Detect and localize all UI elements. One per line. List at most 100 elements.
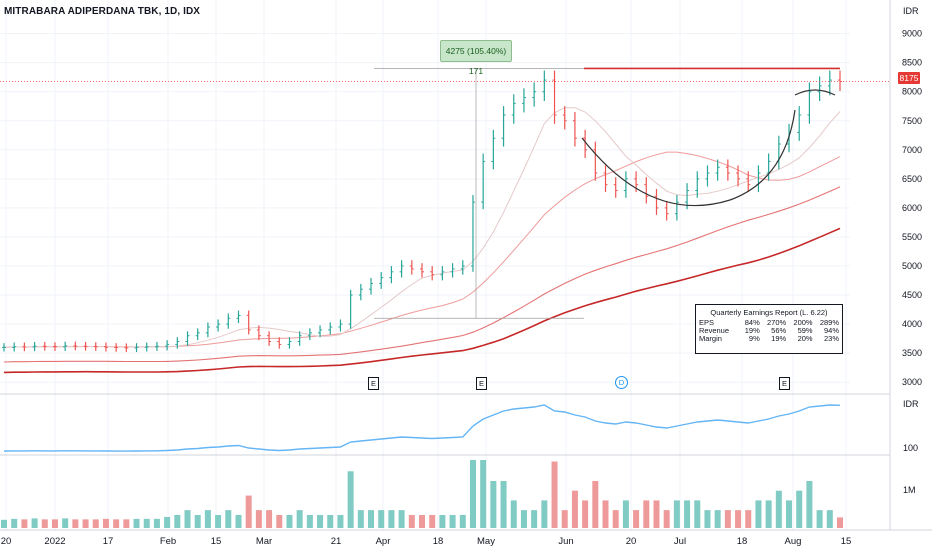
price-tick-label: 7500 (902, 116, 922, 126)
time-tick-label: 15 (841, 536, 852, 547)
volume-bar (347, 471, 354, 528)
volume-bar (388, 510, 395, 528)
last-price-tag: 8175 (898, 72, 920, 84)
volume-bar (378, 510, 385, 528)
volume-bar (775, 490, 782, 528)
earnings-row-eps: EPS 84% 270% 200% 289% (699, 318, 840, 327)
price-tick-label: 8500 (902, 58, 922, 68)
cup-pattern (581, 109, 796, 207)
time-tick-label: 20 (1, 536, 12, 547)
volume-bar (837, 517, 843, 528)
price-tick-label: 8000 (902, 87, 922, 97)
volume-bar (602, 500, 609, 528)
price-tick-label: 6500 (902, 174, 922, 184)
volume-bar (62, 518, 69, 528)
volume-bar (255, 510, 262, 528)
volume-bar (235, 514, 242, 528)
volume-bar (480, 460, 487, 528)
volume-bar (704, 510, 711, 528)
price-tick-label: 5500 (902, 232, 922, 242)
volume-bar (102, 518, 109, 528)
volume-bar (694, 500, 701, 528)
rs-line (3, 404, 841, 452)
volume-bar (510, 500, 517, 528)
volume-bar (745, 510, 752, 528)
earnings-table: Quarterly Earnings Report (L. 6.22) EPS … (695, 304, 843, 354)
volume-bar (653, 500, 660, 528)
volume-bar (368, 510, 375, 528)
time-tick-label: 18 (737, 536, 748, 547)
time-tick-label: 17 (103, 536, 114, 547)
volume-bar (582, 500, 589, 528)
volume-bar (21, 519, 28, 528)
volume-bar (266, 510, 273, 528)
dividend-event[interactable]: D (615, 376, 628, 389)
price-tick-label: 3000 (902, 377, 922, 387)
volume-bar (327, 514, 334, 528)
volume-bar (500, 480, 507, 528)
volume-bar (92, 519, 99, 528)
handle-pattern (794, 89, 836, 96)
volume-bar (531, 510, 538, 528)
volume-tick: 1M (903, 485, 916, 495)
volume-bar (643, 500, 650, 528)
earnings-row-margin: Margin 9% 19% 20% 23% (699, 334, 840, 343)
volume-bar (673, 500, 680, 528)
volume-bar (184, 510, 191, 528)
time-tick-label: 21 (331, 536, 342, 547)
volume-bar (490, 480, 497, 528)
price-tick-label: 3500 (902, 348, 922, 358)
rs-unit: IDR (903, 399, 919, 409)
volume-bar (317, 514, 324, 528)
volume-bar (561, 510, 568, 528)
volume-bar (419, 514, 425, 528)
volume-bar (51, 519, 58, 528)
volume-bar (286, 514, 293, 528)
ma-20-line (3, 107, 841, 348)
earnings-event-2[interactable]: E (476, 377, 487, 390)
time-tick-label: Mar (256, 536, 272, 547)
earnings-row-revenue: Revenue 19% 56% 59% 94% (699, 326, 840, 335)
price-tick-label: 4500 (902, 290, 922, 300)
volume-bar (439, 514, 446, 528)
volume-bar (592, 480, 599, 528)
volume-bar (684, 500, 691, 528)
earnings-title: Quarterly Earnings Report (L. 6.22) (710, 308, 828, 317)
time-tick-label: 15 (211, 536, 222, 547)
time-tick-label: Aug (785, 536, 802, 547)
volume-bar (806, 480, 813, 528)
volume-bar (398, 510, 405, 528)
volume-bar (11, 518, 18, 528)
earnings-event-1[interactable]: E (368, 377, 379, 390)
time-tick-label: Feb (160, 536, 176, 547)
volume-bar (612, 510, 619, 528)
volume-bar (296, 510, 303, 528)
volume-bar (755, 500, 762, 528)
volume-bar (204, 510, 211, 528)
time-tick-label: May (477, 536, 495, 547)
time-tick-label: 2022 (44, 536, 65, 547)
volume-bar (571, 490, 578, 528)
volume-bar (306, 514, 313, 528)
volume-bar (225, 510, 232, 528)
volume-bar (622, 500, 629, 528)
volume-bar (449, 514, 456, 528)
rs-tick: 100 (903, 443, 919, 453)
volume-bar (276, 514, 283, 528)
price-unit: IDR (903, 6, 919, 16)
volume-bar (153, 518, 160, 528)
volume-bar (765, 500, 772, 528)
price-tick-label: 5000 (902, 261, 922, 271)
volume-bar (215, 514, 222, 528)
volume-bar (459, 514, 466, 528)
volume-bar (164, 516, 171, 528)
price-tick-label: 4000 (902, 319, 922, 329)
volume-bar (551, 461, 558, 528)
volume-bar (337, 514, 344, 528)
price-tick-label: 6000 (902, 203, 922, 213)
volume-bar (245, 495, 252, 528)
earnings-event-3[interactable]: E (779, 377, 790, 390)
volume-bar (826, 510, 833, 528)
volume-bar (541, 500, 548, 528)
